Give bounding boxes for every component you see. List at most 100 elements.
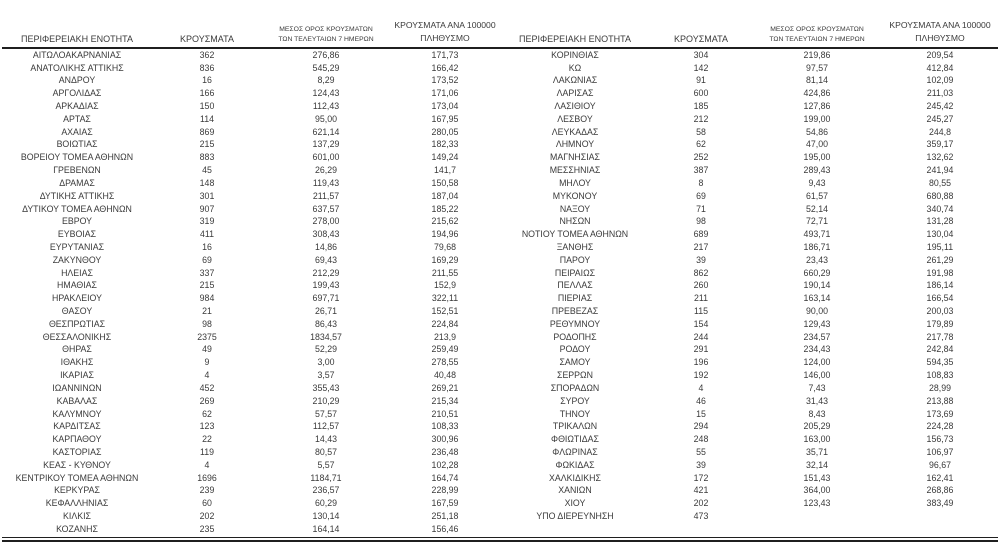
cases-cell: 244 (693, 332, 709, 342)
table-row: ΗΛΕΙΑΣ 337 212,29 211,55 ΠΕΙΡΑΙΩΣ 862 660,29 19… (2, 267, 998, 280)
avg7-cell: 637,57 (312, 204, 340, 214)
avg7-cell: 276,86 (312, 50, 340, 60)
cases-cell: 45 (202, 166, 212, 175)
cases-cell: 15 (696, 409, 706, 419)
per100k-cell: 340,74 (926, 204, 954, 214)
avg7-cell: 9,43 (808, 178, 826, 188)
per100k-cell: 215,62 (431, 217, 459, 227)
cases-cell: 46 (696, 396, 706, 406)
per100k-cell: 300,96 (431, 435, 459, 444)
cases-cell: 185 (693, 102, 709, 111)
cases-cell: 600 (693, 89, 709, 99)
region-cell: ΛΕΣΒΟΥ (557, 114, 593, 124)
region-cell: ΜΥΚΟΝΟΥ (552, 191, 598, 201)
cases-cell: 150 (199, 102, 215, 111)
header-cases-left: ΚΡΟΥΣΜΑΤΑ (180, 34, 234, 44)
table-row: ΚΑΒΑΛΑΣ 269 210,29 215,34 ΣΥΡΟΥ 46 31,43 213,88 (2, 395, 998, 408)
cases-cell: 294 (693, 422, 709, 432)
region-cell: ΠΕΛΛΑΣ (557, 281, 593, 291)
region-cell: ΞΑΝΘΗΣ (556, 242, 594, 252)
header-region-left: ΠΕΡΙΦΕΡΕΙΑΚΗ ΕΝΟΤΗΤΑ (20, 34, 134, 44)
avg7-cell: 364,00 (803, 486, 831, 496)
region-cell: ΔΥΤΙΚΗΣ ΑΤΤΙΚΗΣ (39, 191, 115, 201)
table-row: ΚΕΝΤΡΙΚΟΥ ΤΟΜΕΑ ΑΘΗΝΩΝ 1696 1184,71 164,74 Χ… (2, 472, 998, 485)
per100k-cell: 245,27 (926, 114, 954, 124)
per100k-cell: 185,22 (431, 204, 459, 214)
avg7-cell: 195,00 (803, 153, 831, 163)
per100k-cell: 224,84 (431, 319, 459, 329)
avg7-cell: 163,00 (803, 435, 831, 444)
region-cell: ΜΕΣΣΗΝΙΑΣ (549, 166, 601, 175)
table-row: ΘΗΡΑΣ 49 52,29 259,49 ΡΟΔΟΥ 291 234,43 242,84 (2, 343, 998, 356)
table-row: ΖΑΚΥΝΘΟΥ 69 69,43 169,29 ΠΑΡΟΥ 39 23,43 261,29 (2, 254, 998, 267)
avg7-cell: 3,00 (317, 358, 335, 368)
cases-cell: 260 (693, 281, 709, 291)
cases-cell: 689 (693, 230, 709, 239)
region-cell: ΝΑΞΟΥ (559, 204, 591, 214)
per100k-cell: 228,99 (431, 486, 459, 496)
cases-cell: 98 (696, 217, 706, 227)
avg7-cell: 124,43 (312, 89, 340, 99)
avg7-cell: 52,14 (805, 204, 828, 214)
avg7-cell: 97,57 (805, 63, 828, 73)
avg7-cell: 54,86 (805, 127, 828, 137)
per100k-cell: 261,29 (926, 255, 954, 265)
cases-cell: 4 (204, 460, 210, 470)
per100k-cell: 241,94 (926, 166, 954, 175)
cases-cell: 212 (693, 114, 709, 124)
cases-cell: 142 (693, 63, 709, 73)
region-cell: ΣΑΜΟΥ (559, 358, 591, 368)
cases-cell: 2375 (197, 332, 217, 342)
cases-cell: 196 (693, 358, 709, 368)
region-cell: ΧΙΟΥ (564, 499, 586, 509)
cases-cell: 9 (204, 358, 210, 368)
cases-cell: 215 (199, 140, 215, 150)
avg7-cell: 660,29 (803, 268, 831, 278)
cases-cell: 269 (199, 396, 215, 406)
per100k-cell: 244,8 (928, 127, 951, 137)
avg7-cell: 69,43 (314, 255, 337, 265)
table-row: ΑΡΤΑΣ 114 95,00 167,95 ΛΕΣΒΟΥ 212 199,00 245,27 (2, 113, 998, 126)
avg7-cell: 137,29 (312, 140, 340, 150)
region-cell: ΑΡΓΟΛΙΔΑΣ (52, 89, 102, 99)
avg7-cell: 211,57 (312, 191, 340, 201)
cases-cell: 211 (693, 294, 709, 304)
per100k-cell: 210,51 (431, 409, 459, 419)
region-cell: ΛΑΣΙΘΙΟΥ (554, 102, 596, 111)
header-per100k-left-line2: ΠΛΗΘΥΣΜΟ (420, 32, 470, 43)
per100k-cell: 130,04 (926, 230, 954, 239)
region-cell: ΛΕΥΚΑΔΑΣ (551, 127, 599, 137)
avg7-cell: 32,14 (805, 460, 828, 470)
avg7-cell: 7,43 (808, 383, 826, 393)
cases-cell: 319 (199, 217, 215, 227)
table-row: ΚΙΛΚΙΣ 202 130,14 251,18 ΥΠΟ ΔΙΕΡΕΥΝΗΣΗ 473 (2, 510, 998, 523)
avg7-cell: 86,43 (314, 319, 337, 329)
table-row: ΚΕΑΣ - ΚΥΘΝΟΥ 4 5,57 102,28 ΦΩΚΙΔΑΣ 39 32,14 96… (2, 459, 998, 472)
avg7-cell: 199,00 (803, 114, 831, 124)
cases-cell: 39 (696, 460, 706, 470)
region-cell: ΚΕΡΚΥΡΑΣ (54, 486, 100, 496)
cases-cell: 1696 (197, 473, 217, 483)
avg7-cell: 236,57 (312, 486, 340, 496)
per100k-cell: 359,17 (926, 140, 954, 150)
cases-cell: 869 (199, 127, 215, 137)
per100k-cell: 167,95 (431, 114, 459, 124)
cases-cell: 248 (693, 435, 709, 444)
avg7-cell: 1184,71 (310, 473, 342, 483)
per100k-cell: 680,88 (926, 191, 954, 201)
table-row: ΗΜΑΘΙΑΣ 215 199,43 152,9 ΠΕΛΛΑΣ 260 190,14 186,… (2, 279, 998, 292)
cases-cell: 862 (693, 268, 709, 278)
per100k-cell: 280,05 (431, 127, 459, 137)
cases-cell: 421 (693, 486, 709, 496)
table-row: ΔΥΤΙΚΟΥ ΤΟΜΕΑ ΑΘΗΝΩΝ 907 637,57 185,22 ΝΑΞΟΥ… (2, 203, 998, 216)
cases-cell: 215 (199, 281, 215, 291)
region-cell: ΤΡΙΚΑΛΩΝ (552, 422, 598, 432)
per100k-cell: 173,52 (431, 76, 459, 86)
cases-cell: 235 (199, 524, 215, 534)
cases-cell: 239 (199, 486, 215, 496)
header-7day-avg-left: ΜΕΣΟΣ ΟΡΟΣ ΚΡΟΥΣΜΑΤΩΝ ΤΩΝ ΤΕΛΕΥΤΑΙΩΝ 7 Η… (262, 25, 390, 45)
avg7-cell: 47,00 (805, 140, 828, 150)
avg7-cell: 278,00 (312, 217, 340, 227)
per100k-cell: 173,69 (926, 409, 954, 419)
